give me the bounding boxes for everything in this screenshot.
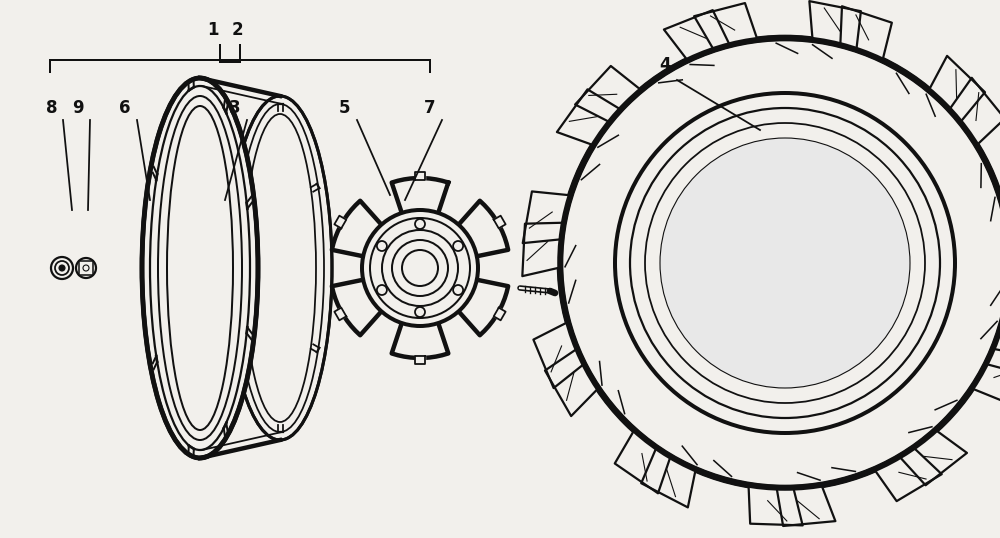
Polygon shape <box>575 66 641 122</box>
Polygon shape <box>777 485 835 526</box>
Circle shape <box>377 285 387 295</box>
Ellipse shape <box>142 78 258 458</box>
Circle shape <box>76 258 96 278</box>
Polygon shape <box>900 430 967 485</box>
Circle shape <box>453 285 463 295</box>
Text: 4: 4 <box>659 56 671 74</box>
Ellipse shape <box>660 138 910 388</box>
Ellipse shape <box>228 96 332 440</box>
Polygon shape <box>494 308 506 320</box>
Polygon shape <box>545 349 598 416</box>
Circle shape <box>453 241 463 251</box>
Polygon shape <box>523 192 570 243</box>
Polygon shape <box>533 322 584 388</box>
Circle shape <box>377 241 387 251</box>
Polygon shape <box>949 78 1000 145</box>
Circle shape <box>51 257 73 279</box>
Polygon shape <box>749 485 803 526</box>
Polygon shape <box>874 448 942 501</box>
Polygon shape <box>415 356 425 364</box>
Polygon shape <box>840 6 892 60</box>
Text: 8: 8 <box>46 99 58 117</box>
Polygon shape <box>929 56 985 122</box>
Text: 2: 2 <box>231 21 243 39</box>
Polygon shape <box>334 308 346 320</box>
Polygon shape <box>694 3 757 49</box>
Polygon shape <box>641 448 696 507</box>
Circle shape <box>59 265 65 271</box>
Polygon shape <box>334 216 346 228</box>
Polygon shape <box>809 1 861 49</box>
Text: 5: 5 <box>339 99 351 117</box>
Polygon shape <box>986 322 1000 374</box>
Circle shape <box>415 219 425 229</box>
Polygon shape <box>332 178 508 358</box>
Polygon shape <box>664 10 730 60</box>
Text: 7: 7 <box>424 99 436 117</box>
Polygon shape <box>972 349 1000 403</box>
Polygon shape <box>557 89 621 145</box>
Circle shape <box>80 262 92 274</box>
Text: 1: 1 <box>207 21 219 39</box>
Polygon shape <box>522 223 564 276</box>
Polygon shape <box>415 172 425 180</box>
FancyBboxPatch shape <box>79 261 93 275</box>
Text: 9: 9 <box>72 99 84 117</box>
Text: 6: 6 <box>119 99 131 117</box>
Circle shape <box>55 261 69 275</box>
Circle shape <box>415 307 425 317</box>
Polygon shape <box>615 430 670 493</box>
Text: 3: 3 <box>229 99 241 117</box>
Circle shape <box>560 38 1000 488</box>
Polygon shape <box>494 216 506 228</box>
Ellipse shape <box>362 210 478 326</box>
